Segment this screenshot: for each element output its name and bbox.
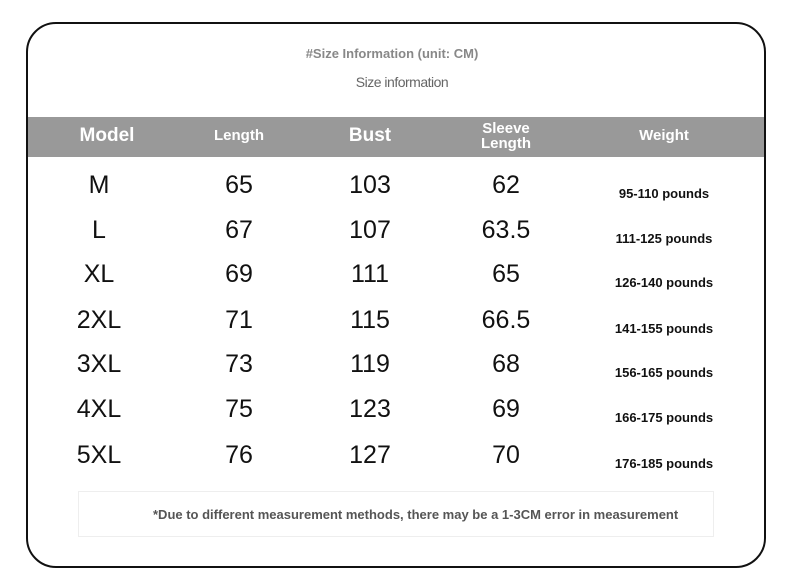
weight-cell: 111-125 pounds [615,231,713,246]
header-band [28,117,764,157]
table-cell: 65 [492,260,520,288]
table-cell: 123 [349,395,391,423]
table-cell: 111 [350,260,389,288]
table-cell: M [88,171,110,199]
table-cell: 76 [225,441,253,469]
column-header: Bust [348,125,392,146]
table-cell: 63.5 [481,216,531,244]
table-cell: XL [83,260,115,288]
table-cell: 62 [492,171,520,199]
table-cell: 66.5 [481,306,531,334]
table-cell: 70 [492,441,520,469]
column-header: Sleeve Length [481,120,531,152]
table-cell: 68 [492,350,520,378]
column-header: Model [79,125,135,146]
title: #Size Information (unit: CM) [305,46,479,61]
table-cell: 69 [225,260,253,288]
table-cell: L [92,216,106,244]
table-cell: 4XL [76,395,122,423]
column-header: Length [214,127,264,144]
table-cell: 65 [225,171,253,199]
note: *Due to different measurement methods, t… [153,507,679,522]
weight-cell: 176-185 pounds [614,456,714,471]
table-cell: 75 [225,395,253,423]
note-box [78,491,714,537]
table-cell: 107 [349,216,391,244]
weight-cell: 156-165 pounds [614,365,714,380]
table-cell: 3XL [76,350,122,378]
size-card: #Size Information (unit: CM) Size inform… [26,22,766,568]
table-cell: 69 [492,395,520,423]
subtitle: Size information [355,74,449,90]
table-cell: 5XL [76,441,122,469]
column-header: Weight [639,127,689,144]
weight-cell: 166-175 pounds [614,410,714,425]
weight-cell: 95-110 pounds [618,186,710,201]
weight-cell: 141-155 pounds [614,321,714,336]
table-cell: 127 [349,441,391,469]
table-cell: 71 [225,306,253,334]
table-cell: 103 [349,171,391,199]
table-cell: 2XL [76,306,122,334]
weight-cell: 126-140 pounds [614,275,714,290]
table-cell: 119 [350,350,390,378]
table-cell: 115 [350,306,390,334]
table-cell: 73 [225,350,253,378]
table-cell: 67 [225,216,253,244]
